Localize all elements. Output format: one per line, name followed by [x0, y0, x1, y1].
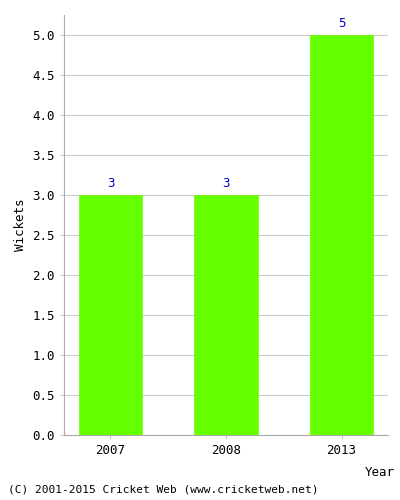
Text: 3: 3 [222, 177, 230, 190]
Text: (C) 2001-2015 Cricket Web (www.cricketweb.net): (C) 2001-2015 Cricket Web (www.cricketwe… [8, 485, 318, 495]
Text: Year: Year [365, 466, 395, 478]
Text: 3: 3 [107, 177, 114, 190]
Bar [310, 35, 373, 435]
Text: 5: 5 [338, 17, 345, 30]
Bar [194, 195, 258, 435]
Y-axis label: Wickets: Wickets [14, 198, 27, 251]
Bar [79, 195, 142, 435]
